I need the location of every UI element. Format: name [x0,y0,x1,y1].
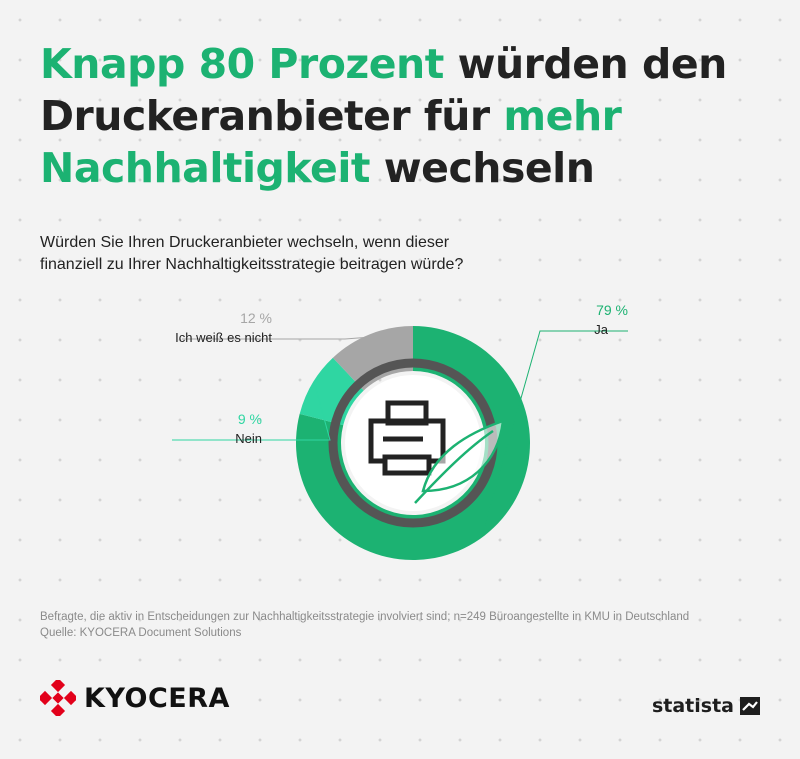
headline-part-4: wechseln [370,144,595,192]
headline-part-3: mehr Nachhaltigkeit [40,92,622,192]
statista-logo-icon [740,697,760,715]
kyocera-brand: KYOCERA [40,680,230,716]
value-label-ja: 79 % [596,302,628,318]
value-label-ich-wei-es-nicht: 12 % [240,310,272,326]
headline-part-2: würden den Druckeranbieter für [40,40,727,140]
donut-slice-ich-wei-es-nicht [332,326,413,391]
footnote: Befragte, die aktiv in Entscheidungen zu… [40,609,760,641]
category-label-ich-wei-es-nicht: Ich weiß es nicht [175,330,272,345]
leader-line-ja [482,330,628,534]
leader-line-nein [172,384,331,441]
survey-question: Würden Sie Ihren Druckeranbieter wechsel… [40,234,464,273]
category-label-nein: Nein [235,431,262,446]
footnote-source: Quelle: KYOCERA Document Solutions [40,627,242,639]
headline: Knapp 80 Prozent würden den Druckeranbie… [40,38,760,194]
headline-part-1: Knapp 80 Prozent [40,40,444,88]
printer-leaf-icon [368,400,505,504]
statista-brand: statista [652,695,760,717]
kyocera-wordmark: KYOCERA [84,682,230,714]
kyocera-logo-icon [40,680,76,716]
value-label-nein: 9 % [238,411,262,427]
donut-slice-nein [299,357,364,426]
leader-line-ich-wei-es-nicht [182,336,372,340]
donut-chart: 79 % Ja 9 % Nein 12 % Ich weiß es nicht [172,302,628,560]
footnote-respondents: Befragte, die aktiv in Entscheidungen zu… [40,611,690,623]
category-label-ja: Ja [594,322,609,337]
statista-wordmark: statista [651,695,734,717]
